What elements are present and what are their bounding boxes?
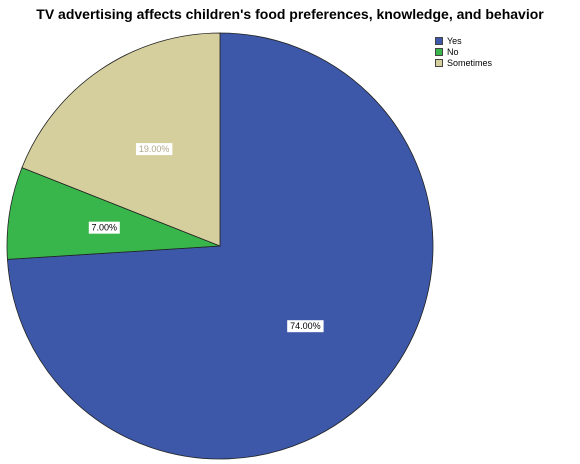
pie-slice-sometimes [21, 32, 221, 247]
legend-item-yes: Yes [435, 35, 492, 46]
legend-item-no: No [435, 46, 492, 57]
slice-label-text-no: 7.00% [92, 223, 118, 233]
slice-label-no: 7.00% [88, 221, 120, 234]
chart-title: TV advertising affects children's food p… [36, 6, 544, 22]
legend-label-sometimes: Sometimes [447, 57, 493, 68]
slice-label-text-yes: 74.00% [290, 321, 321, 331]
legend-item-sometimes: Sometimes [435, 57, 492, 68]
legend-label-no: No [447, 46, 459, 57]
legend-swatch-yes [435, 36, 443, 45]
slice-label-box-yes [287, 320, 324, 333]
legend-swatch-sometimes [435, 58, 443, 67]
slice-label-text-sometimes: 19.00% [139, 144, 170, 154]
legend-label-yes: Yes [447, 35, 462, 46]
slice-label-yes: 74.00% [287, 320, 324, 333]
slice-label-sometimes: 19.00% [135, 143, 173, 156]
slice-label-box-sometimes [135, 143, 173, 156]
slice-label-box-no [88, 221, 120, 234]
legend: Yes No Sometimes [435, 35, 492, 68]
legend-swatch-no [435, 47, 443, 56]
